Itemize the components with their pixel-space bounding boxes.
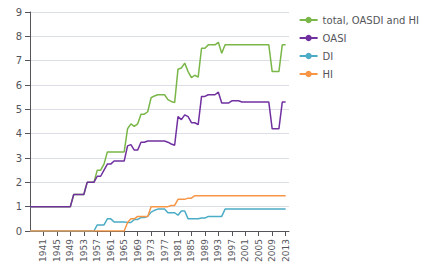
svg-text:2009: 2009 bbox=[267, 239, 277, 262]
svg-text:total, OASDI and HI: total, OASDI and HI bbox=[323, 15, 419, 26]
svg-text:1989: 1989 bbox=[200, 239, 210, 262]
svg-text:1961: 1961 bbox=[106, 239, 116, 262]
svg-text:1965: 1965 bbox=[119, 239, 129, 262]
svg-text:1969: 1969 bbox=[133, 239, 143, 262]
svg-text:1993: 1993 bbox=[213, 239, 223, 262]
svg-text:1941: 1941 bbox=[38, 239, 48, 262]
svg-text:DI: DI bbox=[323, 51, 334, 62]
svg-text:1985: 1985 bbox=[186, 239, 196, 262]
svg-text:2005: 2005 bbox=[254, 239, 264, 262]
svg-text:4: 4 bbox=[16, 128, 22, 139]
svg-text:1977: 1977 bbox=[160, 239, 170, 262]
svg-text:6: 6 bbox=[16, 80, 22, 91]
svg-text:1981: 1981 bbox=[173, 239, 183, 262]
svg-text:HI: HI bbox=[323, 69, 333, 80]
svg-text:2013: 2013 bbox=[281, 239, 291, 262]
svg-text:9: 9 bbox=[16, 7, 22, 18]
svg-text:1949: 1949 bbox=[65, 239, 75, 262]
svg-text:OASI: OASI bbox=[323, 33, 347, 44]
svg-text:1997: 1997 bbox=[227, 239, 237, 262]
svg-text:1: 1 bbox=[16, 201, 22, 212]
svg-text:1953: 1953 bbox=[79, 239, 89, 262]
svg-text:2: 2 bbox=[16, 177, 22, 188]
svg-text:0: 0 bbox=[16, 226, 22, 237]
svg-text:1945: 1945 bbox=[52, 239, 62, 262]
svg-text:8: 8 bbox=[16, 31, 22, 42]
svg-text:2001: 2001 bbox=[240, 239, 250, 262]
svg-text:5: 5 bbox=[16, 104, 22, 115]
svg-text:7: 7 bbox=[16, 55, 22, 66]
svg-text:1973: 1973 bbox=[146, 239, 156, 262]
svg-text:3: 3 bbox=[16, 153, 22, 164]
svg-text:1957: 1957 bbox=[92, 239, 102, 262]
